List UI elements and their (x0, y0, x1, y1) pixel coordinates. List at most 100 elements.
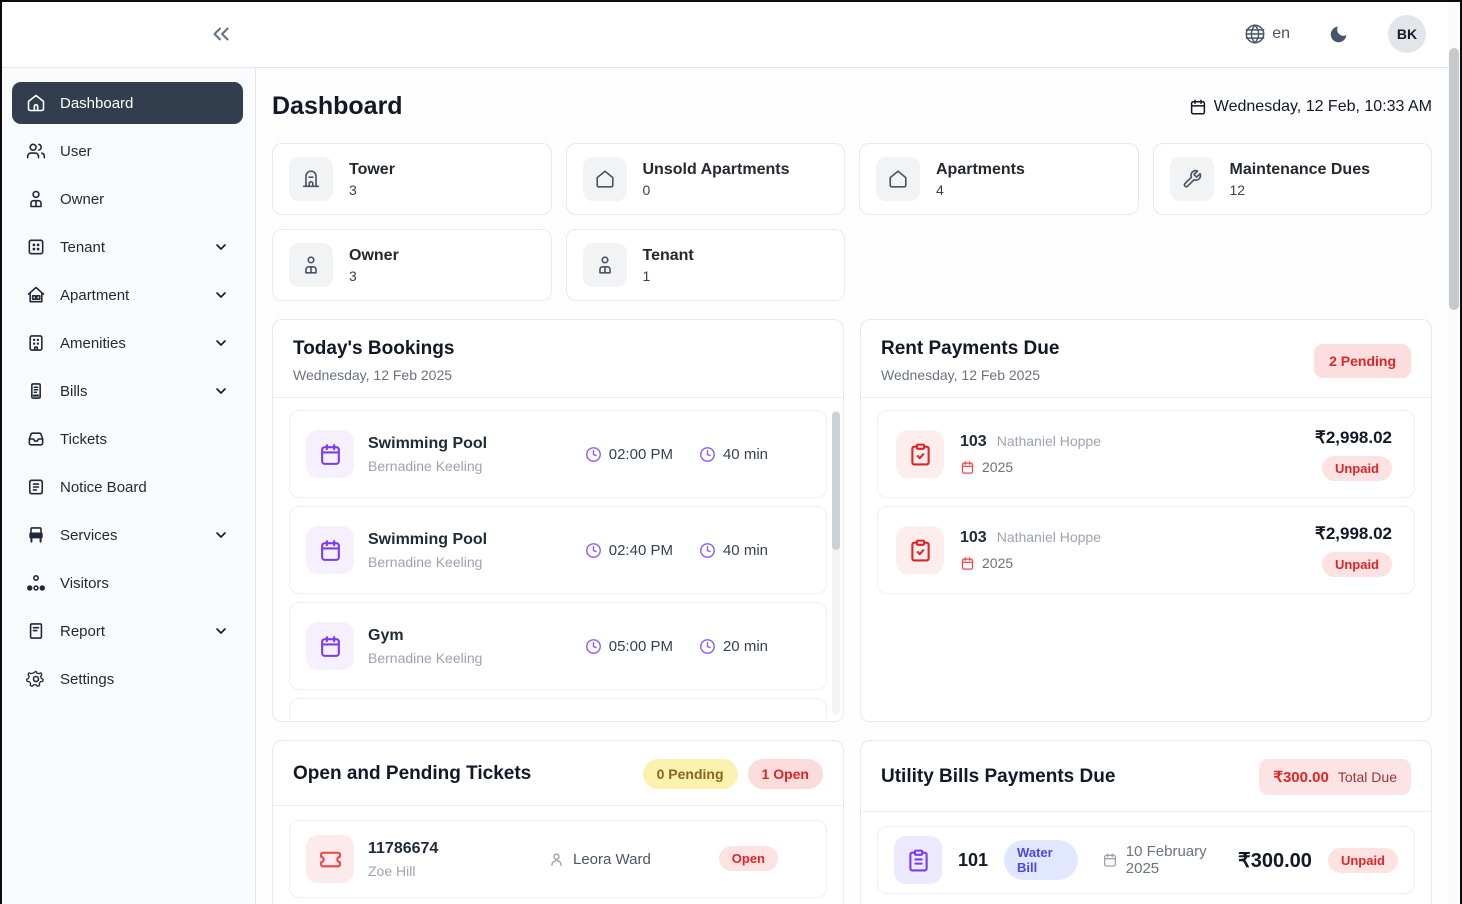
tenant-icon (582, 243, 627, 287)
panel-title: Rent Payments Due (881, 338, 1060, 359)
utility-bill-item[interactable]: 101 Water Bill 10 February 2025 ₹300.00 … (877, 826, 1415, 894)
bills-icon (26, 381, 46, 401)
booking-item[interactable]: Swimming Pool Bernadine Keeling 02:00 PM… (289, 410, 827, 498)
calendar-icon (960, 556, 975, 571)
services-icon (26, 525, 46, 545)
page-scrollbar[interactable] (1448, 2, 1460, 904)
booking-item[interactable]: Swimming Pool Bernadine Keeling 02:40 PM… (289, 506, 827, 594)
panel-subtitle: Wednesday, 12 Feb 2025 (293, 367, 453, 383)
bookings-scrollbar[interactable] (832, 410, 840, 715)
stat-card-tower[interactable]: Tower 3 (272, 143, 552, 215)
sidebar-item-amenities[interactable]: Amenities (12, 322, 243, 364)
clock-icon (699, 638, 716, 655)
stat-card-owner[interactable]: Owner 3 (272, 229, 552, 301)
status-badge: Unpaid (1321, 551, 1392, 577)
booking-calendar-icon (306, 430, 354, 478)
clock-icon (585, 638, 602, 655)
clock-icon (585, 542, 602, 559)
todays-bookings-panel: Today's Bookings Wednesday, 12 Feb 2025 … (272, 319, 844, 722)
bill-type-badge: Water Bill (1004, 840, 1078, 880)
stat-card-tenant[interactable]: Tenant 1 (565, 229, 845, 301)
panel-title: Utility Bills Payments Due (881, 766, 1116, 787)
clock-icon (699, 542, 716, 559)
sidebar-item-user[interactable]: User (12, 130, 243, 172)
rent-item[interactable]: 103 Nathaniel Hoppe 2025 ₹2,998.02 Unpai… (877, 410, 1415, 498)
rent-payments-panel: Rent Payments Due Wednesday, 12 Feb 2025… (860, 319, 1432, 722)
stat-card-apartments[interactable]: Apartments 4 (859, 143, 1139, 215)
sidebar-item-report[interactable]: Report (12, 610, 243, 652)
sidebar-item-label: Apartment (60, 286, 130, 304)
rent-item[interactable]: 103 Nathaniel Hoppe 2025 ₹2,998.02 Unpai… (877, 506, 1415, 594)
stat-cards: Tower 3 Unsold Apartments 0 Apartments 4 (272, 143, 1432, 301)
sidebar-item-owner[interactable]: Owner (12, 178, 243, 220)
panel-subtitle: Wednesday, 12 Feb 2025 (881, 367, 1041, 383)
tower-icon (289, 157, 333, 201)
clipboard-check-icon (896, 430, 944, 478)
chevron-down-icon (213, 287, 229, 303)
stat-card-unsold-apartments[interactable]: Unsold Apartments 0 (565, 143, 845, 215)
home-icon (582, 157, 627, 201)
sidebar-item-label: Settings (60, 670, 115, 688)
sidebar-item-bills[interactable]: Bills (12, 370, 243, 412)
booking-calendar-icon (306, 526, 354, 574)
owner-icon (26, 189, 46, 209)
language-label: en (1272, 24, 1290, 42)
sidebar-item-services[interactable]: Services (12, 514, 243, 556)
stat-card-maintenance-dues[interactable]: Maintenance Dues 12 (1152, 143, 1432, 215)
sidebar-item-label: Tickets (60, 430, 107, 448)
sidebar-item-dashboard[interactable]: Dashboard (12, 82, 243, 124)
sidebar-item-label: Dashboard (60, 94, 134, 112)
pending-badge: 2 Pending (1314, 343, 1411, 378)
sidebar-item-label: Owner (60, 190, 105, 208)
chevron-down-icon (213, 239, 229, 255)
user-icon (548, 851, 565, 868)
sidebar-collapse-button[interactable] (208, 21, 234, 47)
clipboard-check-icon (896, 526, 944, 574)
moon-icon (1328, 23, 1350, 45)
open-badge: 1 Open (747, 759, 823, 789)
sidebar-item-apartment[interactable]: Apartment (12, 274, 243, 316)
sidebar: Dashboard User Owner Tenant Apartment Am… (0, 68, 256, 904)
sidebar-item-tenant[interactable]: Tenant (12, 226, 243, 268)
sidebar-item-visitors[interactable]: Visitors (12, 562, 243, 604)
globe-icon (1244, 23, 1266, 45)
ticket-item[interactable]: 11786674 Zoe Hill Leora Ward Open (289, 820, 827, 898)
sidebar-item-label: Report (60, 622, 106, 640)
sidebar-item-label: User (60, 142, 92, 160)
sidebar-item-label: Tenant (60, 238, 106, 256)
utility-bills-panel: Utility Bills Payments Due ₹300.00 Total… (860, 740, 1432, 904)
language-selector[interactable]: en (1244, 23, 1290, 45)
visitors-icon (26, 573, 46, 593)
owner-icon (289, 243, 333, 287)
bill-document-icon (894, 836, 942, 884)
sidebar-item-label: Bills (60, 382, 88, 400)
scrollbar-thumb[interactable] (832, 412, 840, 550)
amenities-icon (26, 333, 46, 353)
booking-item[interactable]: Gym Bernadine Keeling 05:00 PM 20 min (289, 602, 827, 690)
total-due-badge: ₹300.00 Total Due (1259, 759, 1411, 795)
gear-icon (26, 669, 46, 689)
apartment-icon (26, 285, 46, 305)
panel-title: Today's Bookings (293, 338, 455, 359)
notice-board-icon (26, 477, 46, 497)
sidebar-item-label: Notice Board (60, 478, 147, 496)
status-badge: Unpaid (1327, 847, 1398, 873)
header-datetime: Wednesday, 12 Feb, 10:33 AM (1189, 98, 1432, 116)
chevron-down-icon (213, 527, 229, 543)
scrollbar-thumb[interactable] (1449, 48, 1459, 310)
main-content: Dashboard Wednesday, 12 Feb, 10:33 AM To… (256, 68, 1462, 904)
status-badge: Open (718, 846, 778, 871)
sidebar-item-tickets[interactable]: Tickets (12, 418, 243, 460)
tenant-icon (26, 237, 46, 257)
avatar[interactable]: BK (1388, 14, 1426, 53)
chevron-down-icon (213, 383, 229, 399)
sidebar-item-settings[interactable]: Settings (12, 658, 243, 700)
panel-title: Open and Pending Tickets (293, 763, 532, 784)
dark-mode-toggle[interactable] (1328, 23, 1350, 45)
sidebar-item-notice-board[interactable]: Notice Board (12, 466, 243, 508)
chevron-down-icon (213, 623, 229, 639)
calendar-icon (1102, 852, 1118, 868)
booking-item-partial[interactable] (289, 698, 827, 721)
tickets-panel: Open and Pending Tickets 0 Pending 1 Ope… (272, 740, 844, 904)
status-badge: Unpaid (1321, 455, 1392, 481)
